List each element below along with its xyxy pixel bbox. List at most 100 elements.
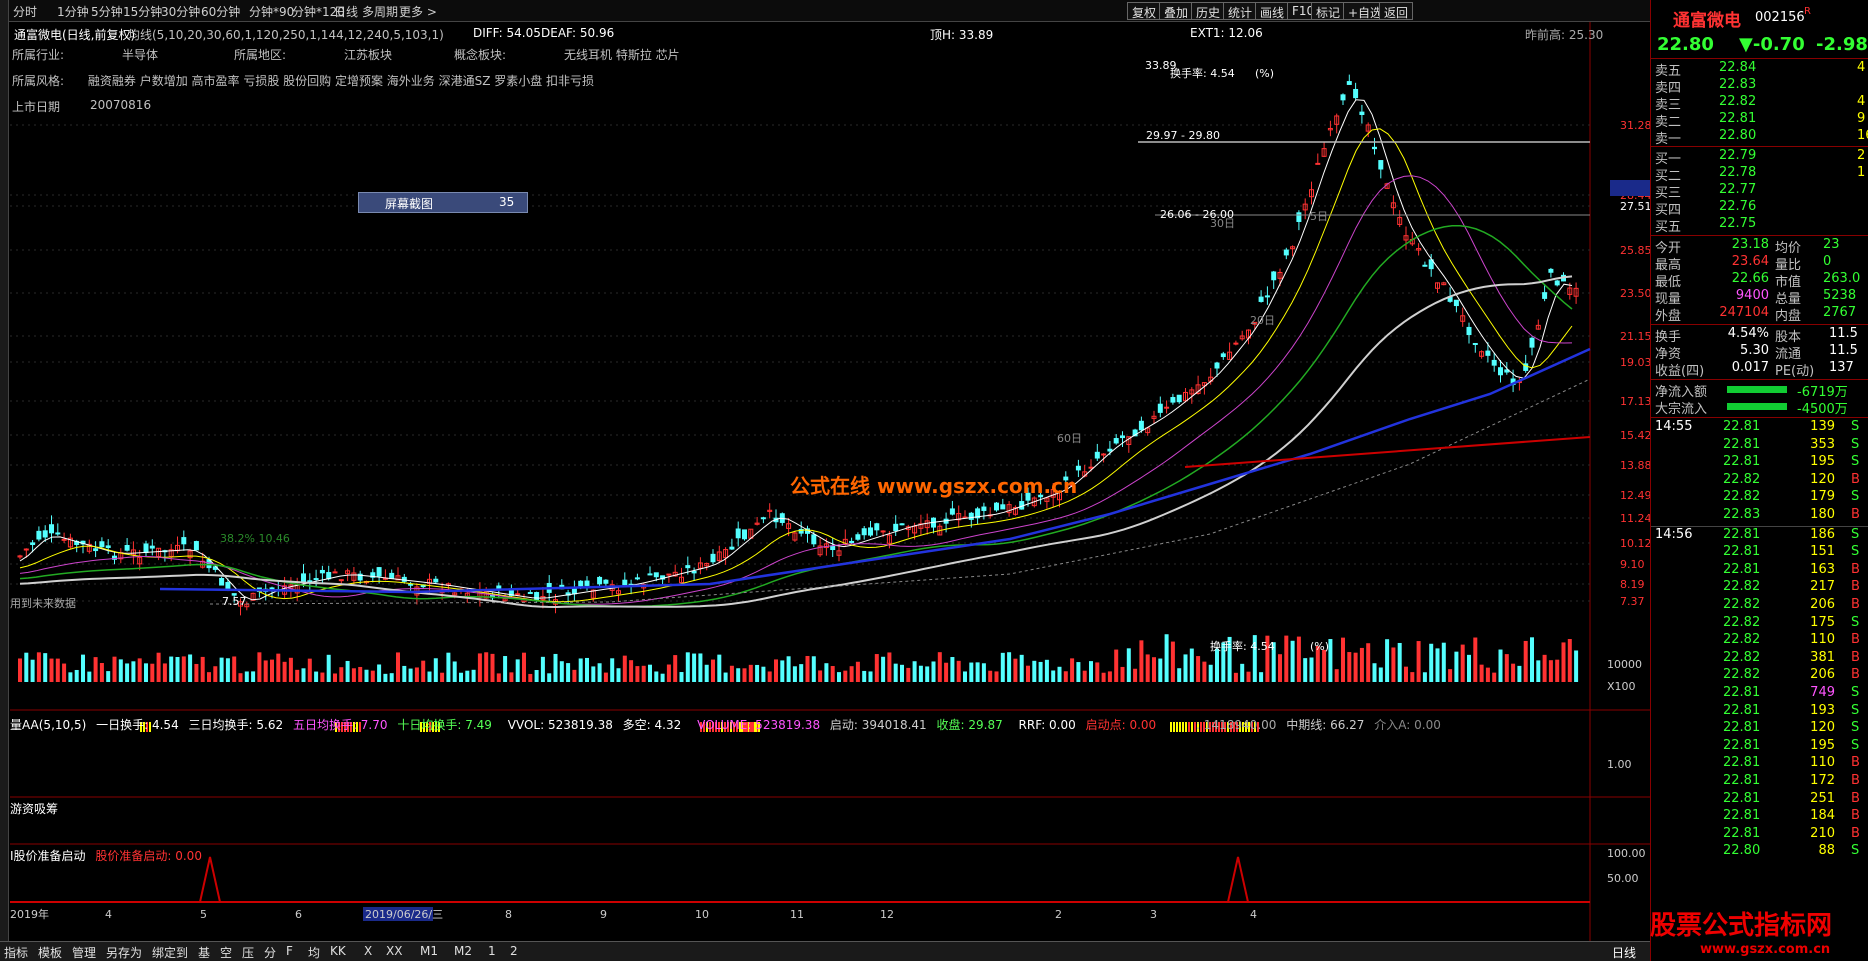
tick-price: 22.82 xyxy=(1723,614,1761,630)
statusbar-tab-7[interactable]: 压 xyxy=(242,946,255,960)
volume-bar xyxy=(811,656,816,682)
candle-body xyxy=(1359,111,1365,115)
period-tab-0[interactable]: 分时 xyxy=(13,5,38,19)
volume-bar xyxy=(540,656,545,682)
period-tab-2[interactable]: 5分钟 xyxy=(91,5,123,19)
toolbar-button-6[interactable]: 标记 xyxy=(1311,2,1346,20)
statusbar-tab-10[interactable]: 均 xyxy=(308,946,321,960)
ma-tag: 60日 xyxy=(1057,432,1082,445)
volume-bar xyxy=(1485,667,1490,682)
statusbar-tab-5[interactable]: 基 xyxy=(198,946,211,960)
x-axis-label: 3 xyxy=(1150,908,1157,921)
candle-body xyxy=(622,579,628,586)
statusbar-tab-4[interactable]: 绑定到 xyxy=(152,946,189,960)
volume-bar xyxy=(257,652,262,682)
toolbar-button-7[interactable]: +自选 xyxy=(1343,2,1388,20)
tick-bs: B xyxy=(1851,649,1860,665)
youzi-bar xyxy=(149,722,151,732)
statusbar-tab-2[interactable]: 管理 xyxy=(72,946,97,960)
date-highlight xyxy=(363,907,433,921)
youzi-bar xyxy=(1182,722,1184,732)
candle-body xyxy=(1397,217,1403,225)
statusbar-tab-9[interactable]: F xyxy=(286,944,293,958)
statusbar-tab-16[interactable]: 1 xyxy=(488,944,496,958)
prep-axis-label: 100.00 xyxy=(1607,847,1646,860)
tick-price: 22.81 xyxy=(1723,773,1761,788)
volume-bar xyxy=(975,662,980,682)
period-tab-1[interactable]: 1分钟 xyxy=(57,5,89,19)
statusbar-tab-15[interactable]: M2 xyxy=(454,944,472,958)
volume-bar xyxy=(1429,643,1434,682)
bid-label: 买二 xyxy=(1655,169,1682,184)
candle-body xyxy=(1453,299,1459,307)
youzi-bar xyxy=(733,722,735,732)
ask-price: 22.81 xyxy=(1719,111,1757,126)
volume-bar xyxy=(786,656,791,682)
stat-value: 23.64 xyxy=(1731,254,1769,269)
period-tab-8[interactable]: 日线 xyxy=(334,5,359,19)
ask-row: 卖三 22.82 4 xyxy=(1651,94,1868,113)
candle-body xyxy=(1334,115,1340,125)
screenshot-popup[interactable]: 屏幕截图 35 xyxy=(358,192,528,213)
period-tab-9[interactable]: 多周期 xyxy=(362,5,399,19)
candle-body xyxy=(156,547,162,558)
youzi-bar xyxy=(438,722,440,732)
youzi-bar xyxy=(1248,722,1250,732)
tick-price: 22.82 xyxy=(1723,632,1761,648)
tick-row: 22.82 381 B xyxy=(1651,650,1868,667)
statusbar-tab-12[interactable]: X xyxy=(364,944,373,958)
period-tab-4[interactable]: 30分钟 xyxy=(161,5,201,19)
period-tab-6[interactable]: 分钟*90 xyxy=(249,5,295,19)
toolbar-button-0[interactable]: 复权 xyxy=(1127,2,1162,20)
candle-body xyxy=(1460,315,1466,322)
toolbar-button-3[interactable]: 统计 xyxy=(1223,2,1258,20)
price-axis-label: 31.28 xyxy=(1620,119,1650,132)
statusbar-tab-17[interactable]: 2 xyxy=(510,944,518,958)
toolbar-button-8[interactable]: 返回 xyxy=(1379,2,1414,20)
tick-bs: S xyxy=(1851,489,1860,505)
vol-axis-label: X100 xyxy=(1607,680,1636,693)
volume-bar xyxy=(881,656,886,682)
candle-body xyxy=(313,578,319,581)
volume-bar xyxy=(830,666,835,682)
candle-body xyxy=(30,542,36,545)
stock-flag: R xyxy=(1804,6,1811,17)
left-tab-strip[interactable] xyxy=(0,0,9,961)
period-tab-10[interactable]: 更多 > xyxy=(399,5,437,19)
toolbar-button-2[interactable]: 历史 xyxy=(1191,2,1226,20)
statusbar-tab-3[interactable]: 另存为 xyxy=(106,946,143,960)
period-tab-5[interactable]: 60分钟 xyxy=(201,5,241,19)
candle-body xyxy=(49,524,54,534)
statusbar-tab-13[interactable]: XX xyxy=(386,944,403,958)
period-tab-7[interactable]: 分钟*120 xyxy=(292,5,345,19)
volume-bar xyxy=(1416,641,1421,682)
volume-bar xyxy=(118,659,123,682)
tick-row: 22.81 184 B xyxy=(1651,808,1868,825)
statusbar-tab-11[interactable]: KK xyxy=(330,944,346,958)
volume-bar xyxy=(748,664,753,682)
statusbar-tab-1[interactable]: 模板 xyxy=(38,946,63,960)
volume-bar xyxy=(1397,642,1402,682)
candle-body xyxy=(1170,397,1176,403)
period-tab-3[interactable]: 15分钟 xyxy=(123,5,163,19)
statusbar-tab-6[interactable]: 空 xyxy=(220,946,233,960)
toolbar-button-1[interactable]: 叠加 xyxy=(1159,2,1194,20)
candle-body xyxy=(1107,448,1113,452)
candle-body xyxy=(792,532,798,541)
youzi-bar xyxy=(350,722,352,732)
candle-body xyxy=(1075,465,1081,471)
statusbar-tab-8[interactable]: 分 xyxy=(264,946,277,960)
indicator-statusbar: 指标 模板 管理 另存为 绑定到基空压分 F 均 KK X XX M1 M2 1 2 日线 xyxy=(0,941,1650,961)
candle-body xyxy=(1390,202,1396,209)
statusbar-tab-0[interactable]: 指标 xyxy=(4,946,29,960)
kline-chart[interactable]: 31.2828.4427.5125.8523.5021.1519.0317.13… xyxy=(10,22,1650,941)
volume-bar xyxy=(1448,669,1453,682)
volume-bar xyxy=(862,670,867,682)
candle-body xyxy=(849,540,855,544)
ask-vol: 4 xyxy=(1857,94,1866,109)
toolbar-button-4[interactable]: 画线 xyxy=(1255,2,1290,20)
tick-vol: 88 xyxy=(1818,843,1835,859)
statusbar-tab-14[interactable]: M1 xyxy=(420,944,438,958)
tick-row: 22.82 217 B xyxy=(1651,579,1868,596)
candle-body xyxy=(603,579,609,584)
